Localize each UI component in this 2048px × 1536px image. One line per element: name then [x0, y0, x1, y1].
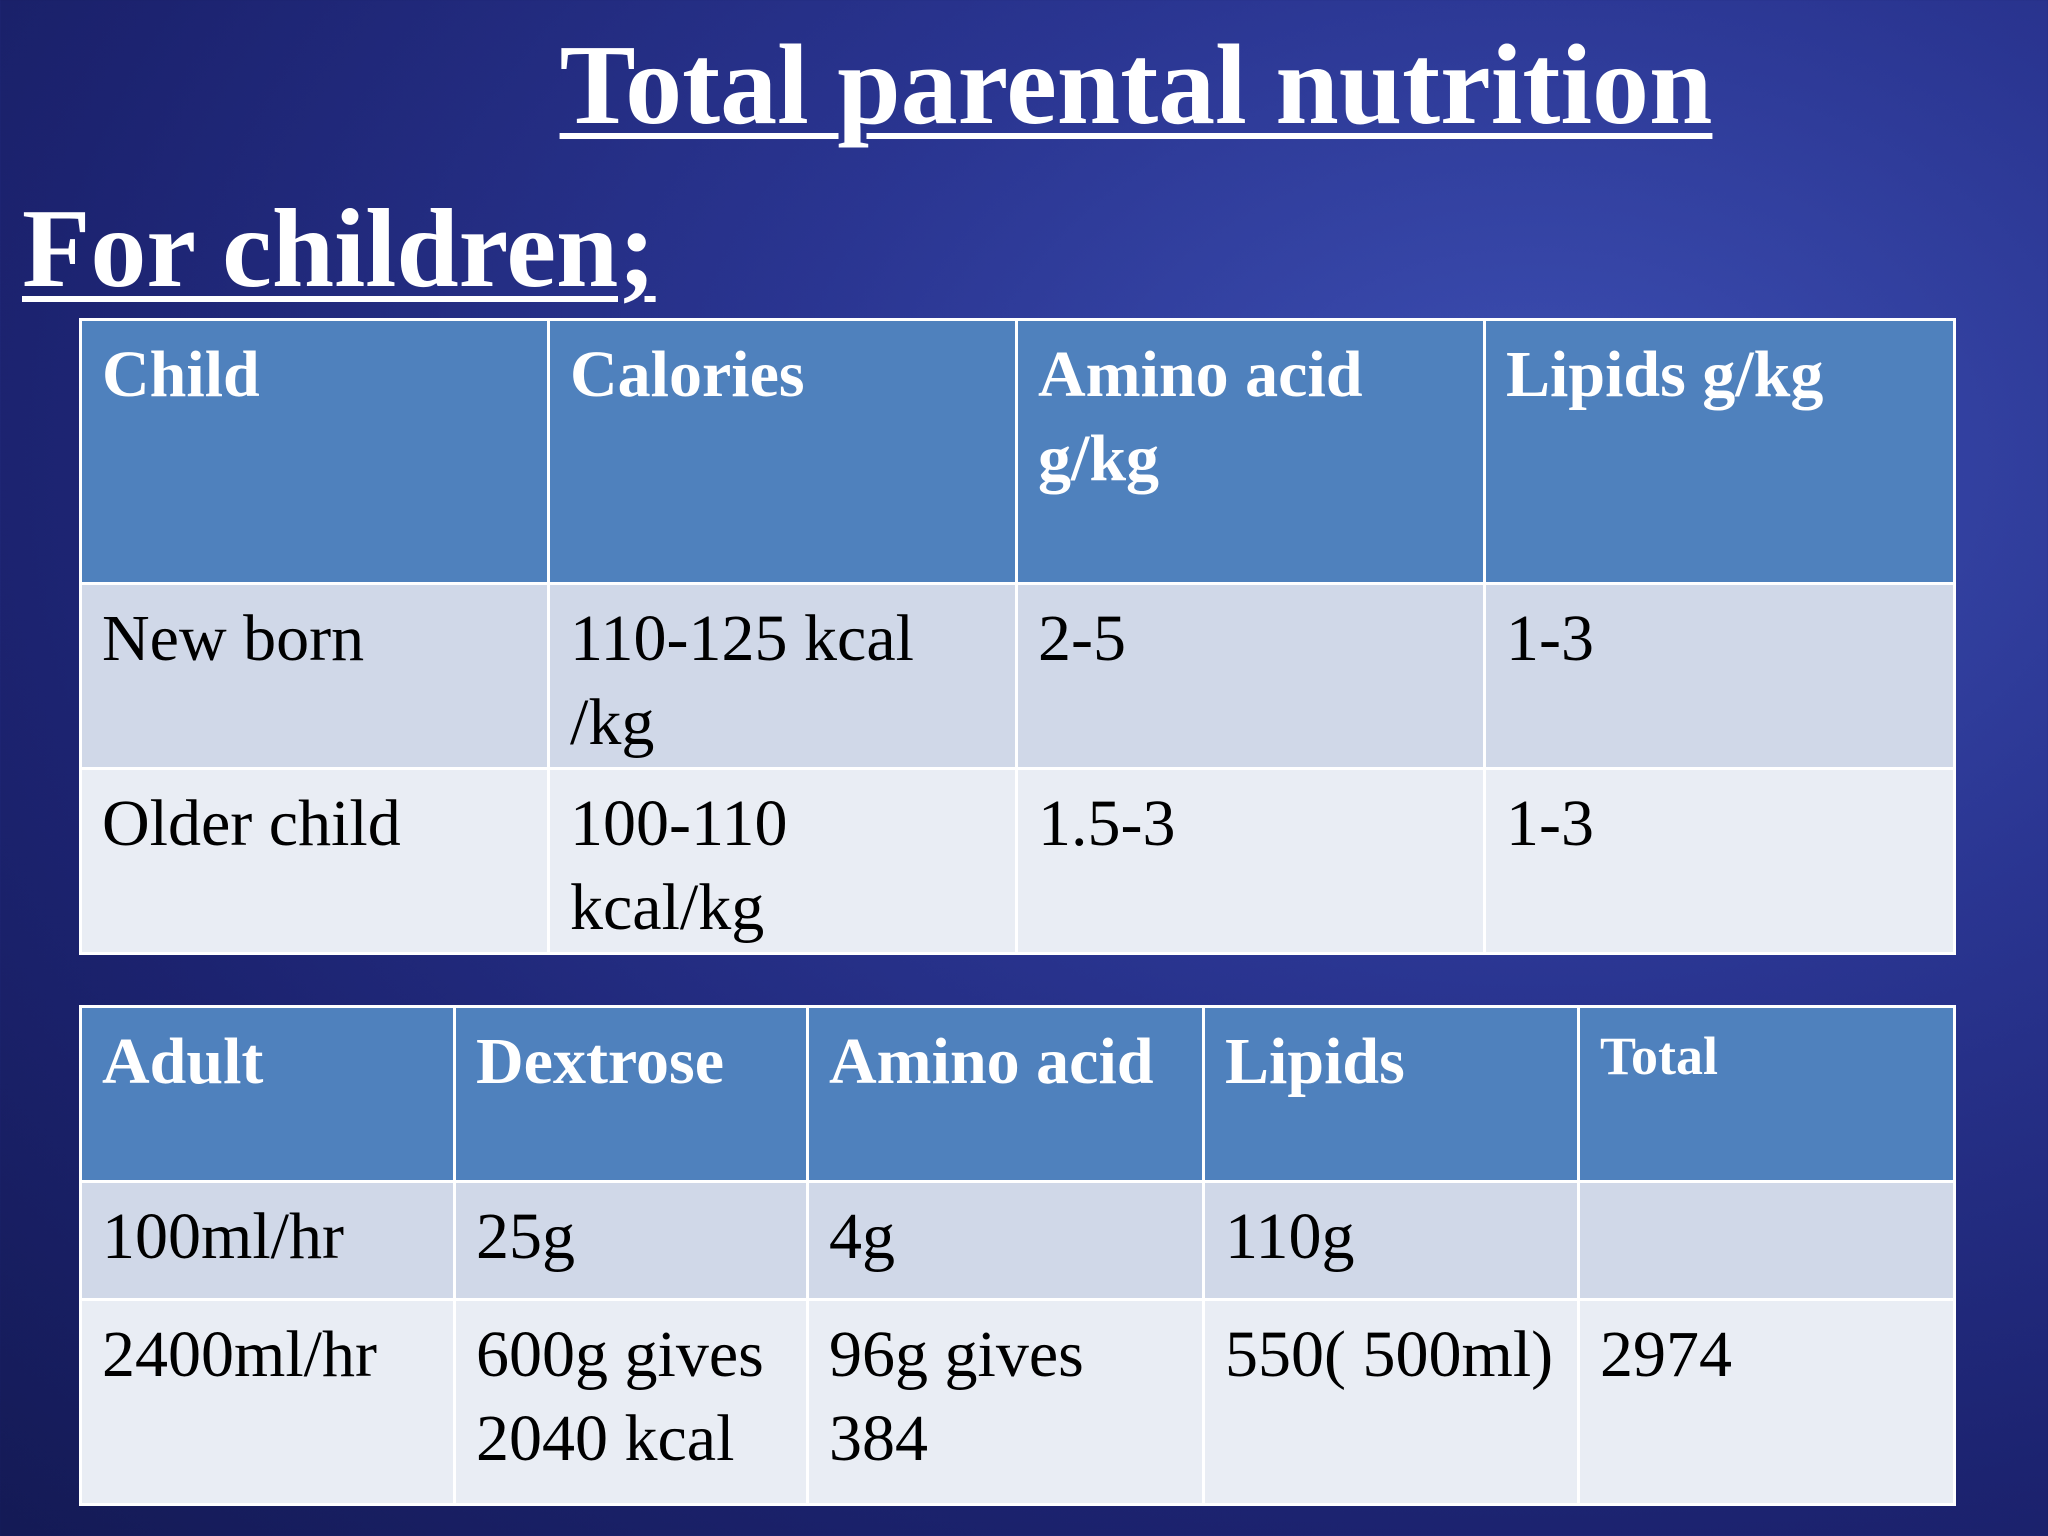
table-row: 100ml/hr 25g 4g 110g: [79, 1180, 1956, 1301]
table-row: 2400ml/hr 600g gives 2040 kcal 96g gives 3…: [79, 1298, 1956, 1506]
header-row: Child Calories Amino acid g/kg Lipids g/kg: [79, 318, 1956, 585]
table-row: New born 110-125 kcal /kg 2-5 1-3: [79, 582, 1956, 770]
table-cell: Older child: [79, 767, 550, 955]
header-cell: Lipids g/kg: [1483, 318, 1956, 585]
header-cell: Amino acid g/kg: [1015, 318, 1486, 585]
table-cell: New born: [79, 582, 550, 770]
header-row: Adult Dextrose Amino acid Lipids Total: [79, 1005, 1956, 1183]
table-cell: 2-5: [1015, 582, 1486, 770]
header-cell: Amino acid: [806, 1005, 1205, 1183]
table-cell: 4g: [806, 1180, 1205, 1301]
table-cell: 2974: [1577, 1298, 1956, 1506]
table-cell: 1-3: [1483, 582, 1956, 770]
adult-table: Adult Dextrose Amino acid Lipids Total 100ml/…: [79, 1005, 1956, 1506]
table-cell: 1-3: [1483, 767, 1956, 955]
table-cell: 25g: [453, 1180, 809, 1301]
table-cell: 100-110 kcal/kg: [547, 767, 1018, 955]
slide-title: Total parental nutrition: [559, 21, 1713, 148]
table-cell: 96g gives 384: [806, 1298, 1205, 1506]
header-cell: Adult: [79, 1005, 456, 1183]
table-cell: 600g gives 2040 kcal: [453, 1298, 809, 1506]
table-cell: 550( 500ml): [1202, 1298, 1580, 1506]
header-cell: Calories: [547, 318, 1018, 585]
header-cell: Lipids: [1202, 1005, 1580, 1183]
table-cell: 2400ml/hr: [79, 1298, 456, 1506]
header-cell: Child: [79, 318, 550, 585]
slide-subtitle: For children;: [22, 187, 656, 311]
table-row: Older child 100-110 kcal/kg 1.5-3 1-3: [79, 767, 1956, 955]
child-table: Child Calories Amino acid g/kg Lipids g/kg N…: [79, 318, 1956, 955]
table-cell: 1.5-3: [1015, 767, 1486, 955]
table-cell: 110g: [1202, 1180, 1580, 1301]
table-cell: [1577, 1180, 1956, 1301]
table-cell: 110-125 kcal /kg: [547, 582, 1018, 770]
header-cell: Dextrose: [453, 1005, 809, 1183]
table-cell: 100ml/hr: [79, 1180, 456, 1301]
header-cell: Total: [1577, 1005, 1956, 1183]
